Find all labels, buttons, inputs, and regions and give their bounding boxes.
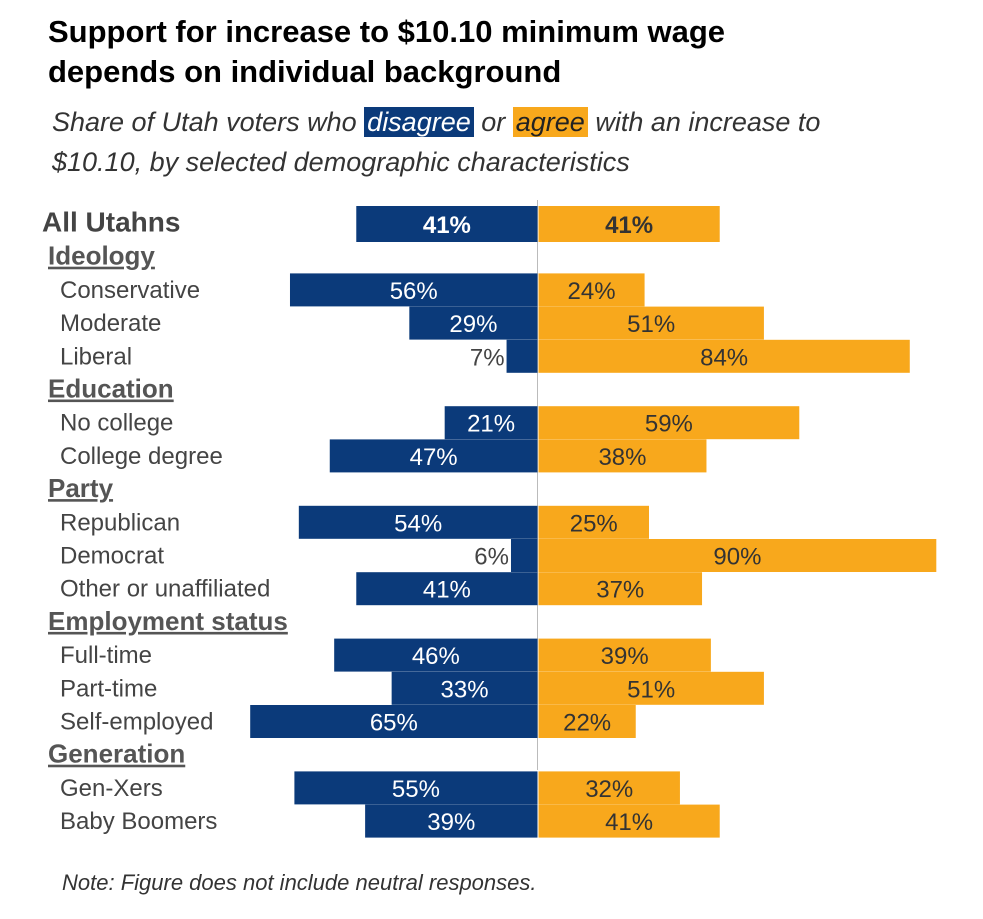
row-label: Other or unaffiliated	[60, 576, 270, 603]
row-label: Moderate	[60, 310, 161, 337]
group-header: Education	[48, 374, 174, 404]
agree-bar	[538, 771, 680, 805]
agree-value-label: 24%	[568, 278, 616, 305]
agree-bar	[538, 306, 764, 340]
disagree-value-label: 41%	[423, 212, 471, 239]
row-label: Liberal	[60, 343, 132, 370]
disagree-bar	[510, 539, 538, 572]
row-label: Baby Boomers	[60, 808, 217, 835]
row-label: Self-employed	[60, 709, 213, 736]
row-label: Republican	[60, 509, 180, 536]
agree-value-label: 90%	[713, 544, 761, 571]
disagree-bar	[444, 406, 538, 440]
group-header: Generation	[48, 739, 185, 769]
agree-value-label: 59%	[645, 411, 693, 438]
disagree-legend-label: disagree	[364, 107, 474, 137]
chart-title: Support for increase to $10.10 minimum w…	[48, 12, 948, 92]
disagree-bar	[329, 439, 538, 473]
agree-value-label: 22%	[563, 710, 611, 737]
disagree-bar	[365, 804, 538, 838]
agree-value-label: 38%	[598, 444, 646, 471]
subtitle-pre: Share of Utah voters who	[52, 107, 365, 137]
agree-legend-label: agree	[512, 107, 588, 137]
agree-value-label: 37%	[596, 577, 644, 604]
disagree-value-label: 47%	[410, 444, 458, 471]
row-label: College degree	[60, 443, 223, 470]
agree-bar	[538, 804, 720, 838]
row-label: No college	[60, 410, 173, 437]
row-label: Democrat	[60, 543, 164, 570]
disagree-bar	[289, 273, 538, 307]
row-label: Gen-Xers	[60, 775, 163, 802]
disagree-value-label: 41%	[423, 577, 471, 604]
disagree-bar	[356, 572, 538, 606]
disagree-value-label: 7%	[470, 344, 505, 371]
group-header: Ideology	[48, 241, 155, 271]
agree-value-label: 84%	[700, 344, 748, 371]
chart-title-line-1: Support for increase to $10.10 minimum w…	[48, 14, 726, 49]
total-row-label: All Utahns	[42, 207, 180, 238]
agree-value-label: 51%	[627, 311, 675, 338]
disagree-bar	[250, 705, 538, 738]
disagree-value-label: 39%	[427, 809, 475, 836]
row-label: Full-time	[60, 642, 152, 669]
disagree-value-label: 6%	[474, 544, 509, 571]
disagree-bar	[506, 339, 538, 373]
agree-value-label: 25%	[570, 510, 618, 537]
agree-bar	[538, 439, 707, 473]
agree-bar	[538, 705, 636, 738]
agree-bar	[538, 572, 703, 606]
disagree-bar	[298, 505, 538, 539]
disagree-bar	[294, 771, 538, 805]
chart-subtitle-line-1: Share of Utah voters who disagree or agr…	[52, 102, 952, 142]
agree-bar	[538, 406, 800, 440]
agree-bar	[538, 206, 720, 242]
disagree-value-label: 33%	[441, 676, 489, 703]
subtitle-mid: or	[473, 107, 513, 137]
disagree-bar	[409, 306, 538, 340]
group-header: Employment status	[48, 606, 288, 636]
disagree-value-label: 55%	[392, 776, 440, 803]
agree-value-label: 41%	[605, 212, 653, 239]
agree-value-label: 32%	[585, 776, 633, 803]
disagree-value-label: 54%	[394, 510, 442, 537]
agree-bar	[538, 273, 645, 307]
disagree-value-label: 46%	[412, 643, 460, 670]
agree-value-label: 51%	[627, 676, 675, 703]
disagree-bar	[391, 671, 538, 705]
agree-bar	[538, 638, 711, 672]
disagree-bar	[334, 638, 538, 672]
agree-bar	[538, 505, 649, 539]
chart-subtitle: Share of Utah voters who disagree or agr…	[52, 102, 952, 182]
chart-subtitle-line-2: $10.10, by selected demographic characte…	[52, 147, 630, 177]
disagree-value-label: 56%	[390, 278, 438, 305]
subtitle-post: with an increase to	[587, 107, 821, 137]
row-label: Part-time	[60, 675, 157, 702]
agree-bar	[538, 539, 937, 572]
group-header: Party	[48, 473, 114, 503]
disagree-bar	[356, 206, 538, 242]
agree-value-label: 39%	[601, 643, 649, 670]
agree-bar	[538, 671, 764, 705]
chart-note: Note: Figure does not include neutral re…	[62, 870, 537, 895]
disagree-value-label: 21%	[467, 411, 515, 438]
chart-title-line-2: depends on individual background	[48, 54, 562, 89]
agree-value-label: 41%	[605, 809, 653, 836]
disagree-value-label: 65%	[370, 710, 418, 737]
disagree-value-label: 29%	[449, 311, 497, 338]
agree-bar	[538, 339, 910, 373]
row-label: Conservative	[60, 277, 200, 304]
